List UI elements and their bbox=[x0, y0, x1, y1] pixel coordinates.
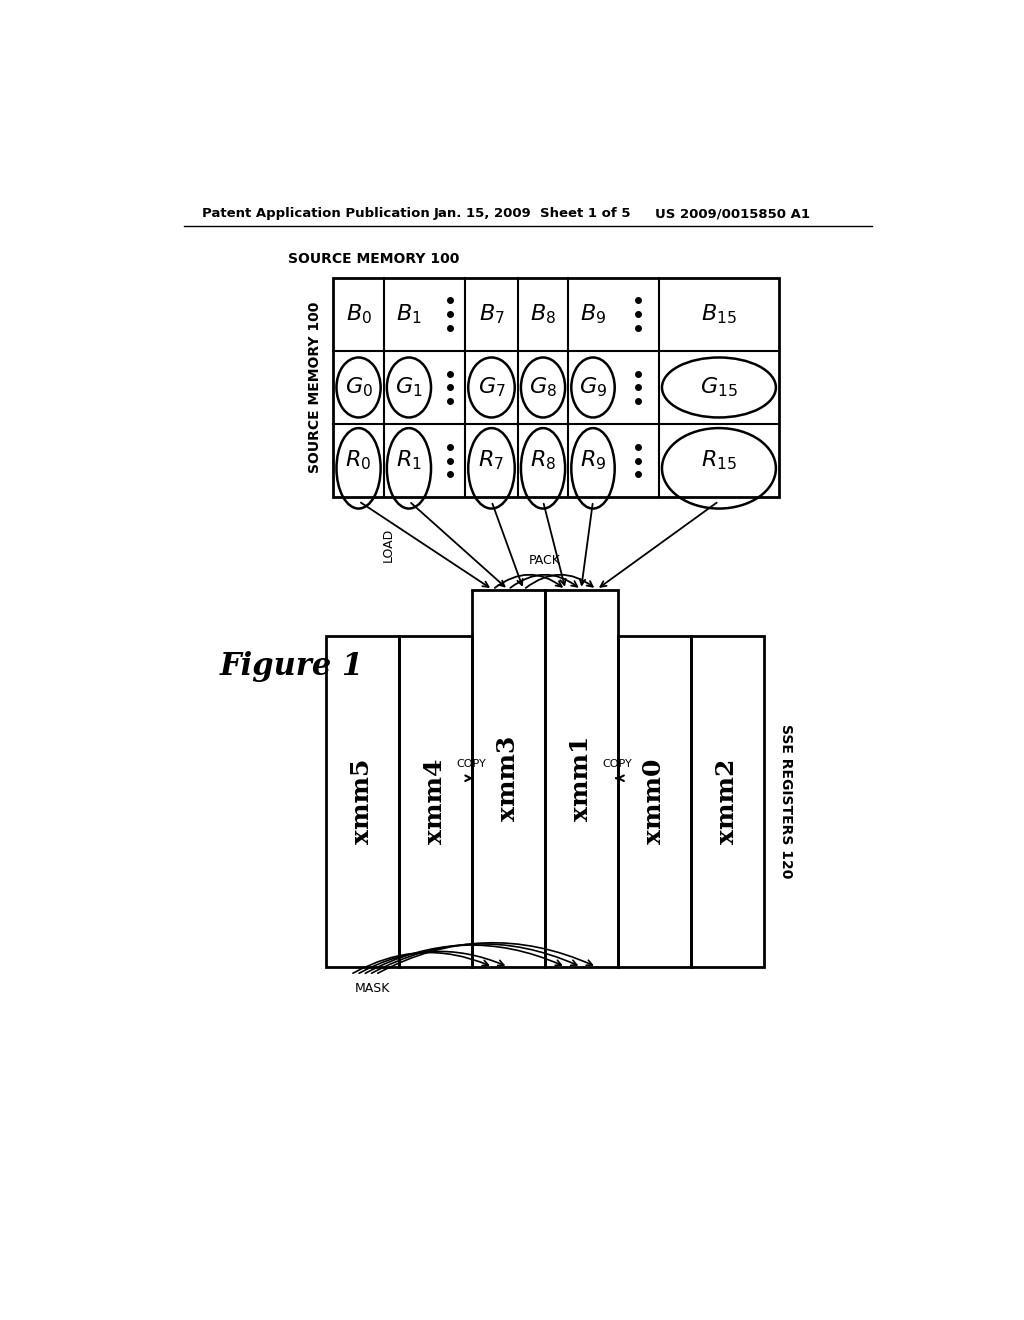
Text: $G_8$: $G_8$ bbox=[529, 376, 557, 399]
Text: Figure 1: Figure 1 bbox=[219, 651, 364, 682]
Text: $B_{15}$: $B_{15}$ bbox=[701, 302, 737, 326]
Text: $R_7$: $R_7$ bbox=[478, 449, 505, 473]
Text: $R_9$: $R_9$ bbox=[580, 449, 606, 473]
Text: xmm2: xmm2 bbox=[715, 759, 739, 843]
Text: $G_{15}$: $G_{15}$ bbox=[700, 376, 738, 399]
Text: COPY: COPY bbox=[603, 759, 633, 770]
Text: SOURCE MEMORY 100: SOURCE MEMORY 100 bbox=[308, 302, 322, 473]
Bar bbox=[334, 277, 779, 498]
Text: US 2009/0015850 A1: US 2009/0015850 A1 bbox=[655, 207, 810, 220]
Text: Jan. 15, 2009  Sheet 1 of 5: Jan. 15, 2009 Sheet 1 of 5 bbox=[434, 207, 632, 220]
Text: $G_7$: $G_7$ bbox=[477, 376, 506, 399]
Text: $B_0$: $B_0$ bbox=[345, 302, 372, 326]
Bar bbox=[398, 636, 472, 966]
Bar bbox=[690, 636, 764, 966]
Text: $B_1$: $B_1$ bbox=[396, 302, 422, 326]
Text: xmm5: xmm5 bbox=[350, 759, 374, 843]
Bar bbox=[617, 636, 690, 966]
Text: xmm3: xmm3 bbox=[496, 735, 520, 821]
Text: $B_8$: $B_8$ bbox=[530, 302, 556, 326]
Text: xmm1: xmm1 bbox=[569, 735, 593, 821]
Text: $R_1$: $R_1$ bbox=[396, 449, 422, 473]
Text: xmm0: xmm0 bbox=[642, 759, 666, 843]
Bar bbox=[326, 636, 398, 966]
Text: $G_9$: $G_9$ bbox=[579, 376, 607, 399]
Text: MASK: MASK bbox=[354, 982, 390, 995]
Text: $B_7$: $B_7$ bbox=[478, 302, 505, 326]
Text: SOURCE MEMORY 100: SOURCE MEMORY 100 bbox=[289, 252, 460, 267]
Text: $R_8$: $R_8$ bbox=[530, 449, 556, 473]
Text: LOAD: LOAD bbox=[382, 528, 395, 562]
Bar bbox=[545, 590, 617, 966]
Text: $G_0$: $G_0$ bbox=[344, 376, 373, 399]
Text: $G_1$: $G_1$ bbox=[395, 376, 423, 399]
Text: SSE REGISTERS 120: SSE REGISTERS 120 bbox=[779, 725, 793, 879]
Text: $B_9$: $B_9$ bbox=[580, 302, 606, 326]
Text: $R_{15}$: $R_{15}$ bbox=[701, 449, 737, 473]
Text: $R_0$: $R_0$ bbox=[345, 449, 372, 473]
Text: xmm4: xmm4 bbox=[423, 759, 447, 843]
Text: PACK: PACK bbox=[528, 553, 560, 566]
Text: Patent Application Publication: Patent Application Publication bbox=[202, 207, 429, 220]
Text: COPY: COPY bbox=[457, 759, 486, 770]
Bar bbox=[472, 590, 545, 966]
